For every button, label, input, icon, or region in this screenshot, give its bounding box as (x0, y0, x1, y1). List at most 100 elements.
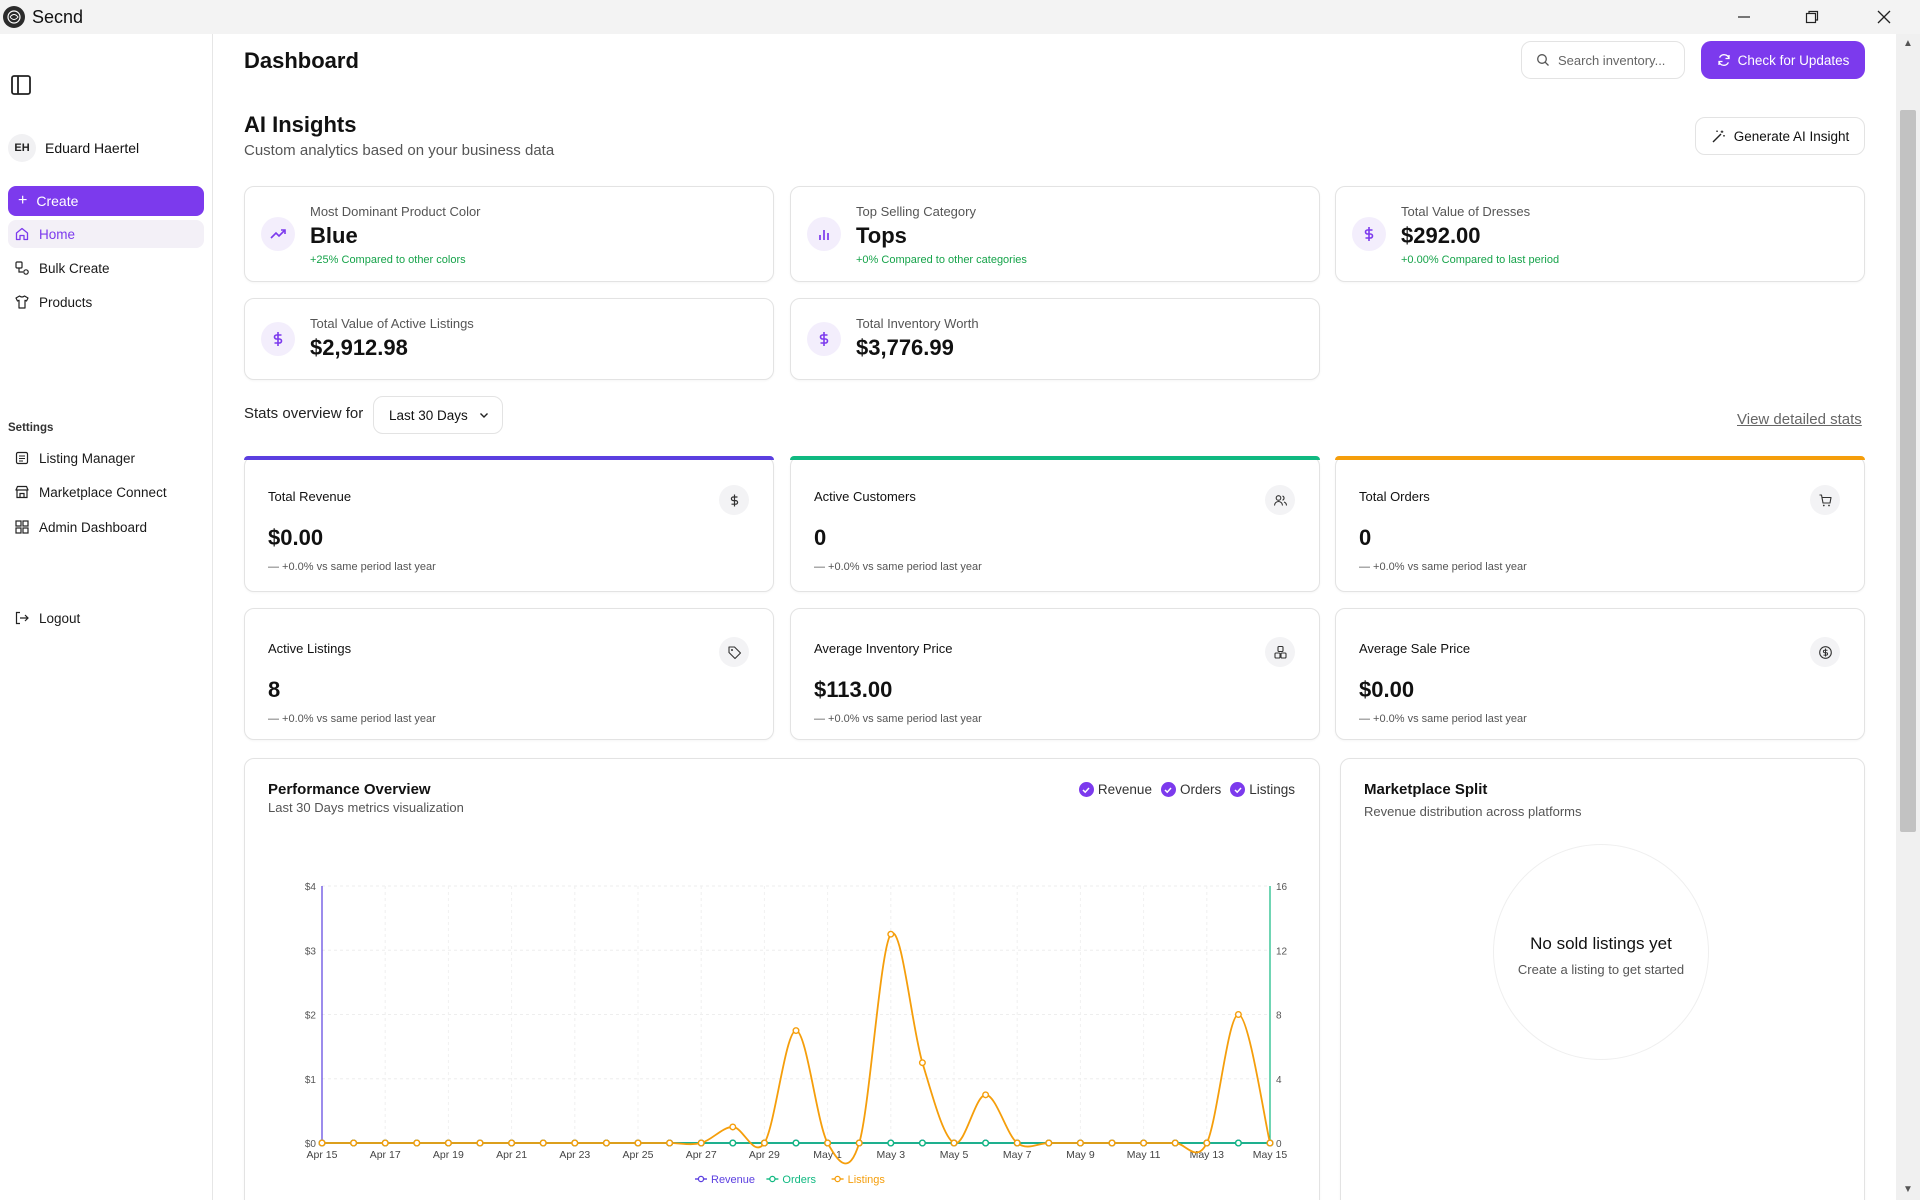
accent-bar (244, 456, 774, 460)
data-point-listings (918, 1059, 926, 1067)
data-point-listings (824, 1139, 832, 1147)
insight-card-top-category: Top Selling Category Tops +0% Compared t… (790, 186, 1320, 282)
x-tick-label: Apr 17 (370, 1149, 401, 1161)
sidebar: EH Eduard Haertel + Create Home Bulk Cre… (0, 34, 213, 1200)
insight-card-dresses-value: Total Value of Dresses $292.00 +0.00% Co… (1335, 186, 1865, 282)
insight-change: +0.00% Compared to last period (1401, 254, 1560, 266)
sidebar-item-bulk-create[interactable]: Bulk Create (8, 254, 204, 282)
restore-button[interactable] (1784, 0, 1840, 34)
stats-overview-label: Stats overview for (244, 405, 364, 422)
insight-label: Total Inventory Worth (856, 316, 979, 331)
x-tick-label: Apr 27 (686, 1149, 717, 1161)
x-tick-label: Apr 21 (496, 1149, 527, 1161)
scrollbar-thumb[interactable] (1900, 110, 1916, 832)
legend-marker (769, 1175, 776, 1183)
insight-value: Tops (856, 223, 907, 248)
data-point-listings (1234, 1010, 1242, 1018)
toggle-label: Revenue (1097, 782, 1152, 797)
data-point-orders (982, 1139, 990, 1147)
magic-wand-icon (1712, 130, 1725, 142)
x-tick-label: May 5 (940, 1149, 969, 1161)
toggle-orders[interactable]: Orders (1160, 782, 1221, 797)
check-icon (1078, 782, 1094, 797)
bar-chart-icon (807, 217, 841, 251)
data-point-listings (381, 1139, 389, 1147)
insight-card-product-color: Most Dominant Product Color Blue +25% Co… (244, 186, 774, 282)
tag-icon (719, 637, 749, 667)
data-point-orders (887, 1139, 895, 1147)
empty-pie-placeholder (1493, 844, 1709, 1060)
users-icon (1265, 485, 1295, 515)
grid-icon (15, 520, 29, 534)
close-window-button[interactable] (1856, 0, 1912, 34)
series-line-listings (321, 932, 1271, 1165)
data-point-listings (539, 1139, 547, 1147)
series-toggles: Revenue Orders Listings (1070, 782, 1295, 797)
data-point-listings (508, 1139, 516, 1147)
sidebar-item-products[interactable]: Products (8, 288, 204, 316)
insight-change: +25% Compared to other colors (310, 254, 466, 266)
stat-value: 0 (814, 525, 827, 550)
data-point-listings (1266, 1139, 1274, 1147)
close-icon (1877, 10, 1891, 24)
data-point-listings (887, 930, 895, 938)
create-label: Create (36, 193, 79, 209)
sidebar-item-label: Bulk Create (39, 260, 110, 276)
data-point-listings (1076, 1139, 1084, 1147)
search-placeholder: Search inventory... (1558, 52, 1666, 68)
stat-card-active-listings: Active Listings 8 — +0.0% vs same period… (244, 608, 774, 740)
legend-entry: Listings (848, 1174, 886, 1186)
performance-subtitle: Last 30 Days metrics visualization (268, 800, 464, 815)
generate-ai-insight-label: Generate AI Insight (1733, 128, 1850, 144)
scrollbar[interactable]: ▲ ▼ (1896, 34, 1920, 1200)
home-icon (15, 227, 29, 241)
scroll-up-icon[interactable]: ▲ (1903, 38, 1913, 49)
user-profile[interactable]: EH Eduard Haertel (8, 134, 139, 162)
search-input[interactable]: Search inventory... (1521, 41, 1685, 79)
sidebar-item-admin-dashboard[interactable]: Admin Dashboard (8, 513, 204, 541)
insight-card-inventory-worth: Total Inventory Worth $3,776.99 (790, 298, 1320, 380)
sidebar-item-listing-manager[interactable]: Listing Manager (8, 444, 204, 472)
view-detailed-stats-link[interactable]: View detailed stats (1737, 411, 1862, 428)
sidebar-item-home[interactable]: Home (8, 220, 204, 248)
sidebar-item-label: Listing Manager (39, 450, 136, 466)
accent-bar (790, 456, 1320, 460)
generate-ai-insight-button[interactable]: Generate AI Insight (1695, 117, 1865, 155)
x-tick-label: May 1 (813, 1149, 842, 1161)
sidebar-item-label: Home (39, 226, 76, 242)
date-range-select[interactable]: Last 30 Days (373, 396, 503, 434)
check-updates-button[interactable]: Check for Updates (1701, 41, 1865, 79)
toggle-revenue[interactable]: Revenue (1078, 782, 1152, 797)
insight-value: $2,912.98 (310, 335, 408, 360)
stat-compare: — +0.0% vs same period last year (814, 713, 982, 725)
minimize-button[interactable] (1716, 0, 1772, 34)
stat-card-total-revenue: Total Revenue $0.00 — +0.0% vs same peri… (244, 456, 774, 592)
data-point-listings (1140, 1139, 1148, 1147)
ai-insights-subtitle: Custom analytics based on your business … (244, 142, 555, 159)
insight-value: Blue (310, 223, 358, 248)
logout-button[interactable]: Logout (8, 604, 204, 632)
sidebar-item-marketplace-connect[interactable]: Marketplace Connect (8, 478, 204, 506)
toggle-label: Listings (1249, 782, 1295, 797)
stat-label: Active Customers (814, 489, 916, 504)
stat-card-average-sale-price: Average Sale Price $0.00 — +0.0% vs same… (1335, 608, 1865, 740)
dollar-icon (1352, 217, 1386, 251)
dollar-icon (719, 485, 749, 515)
sidebar-toggle-icon[interactable] (10, 74, 32, 96)
legend-marker (697, 1175, 705, 1183)
stat-label: Average Inventory Price (814, 641, 953, 656)
scroll-down-icon[interactable]: ▼ (1903, 1184, 1913, 1195)
stat-value: $113.00 (814, 677, 893, 702)
data-point-listings (1045, 1139, 1053, 1147)
toggle-listings[interactable]: Listings (1230, 782, 1295, 797)
data-point-listings (350, 1139, 358, 1147)
insight-label: Total Value of Dresses (1401, 204, 1531, 219)
data-point-listings (666, 1139, 674, 1147)
create-button[interactable]: + Create (8, 186, 204, 216)
stat-compare: — +0.0% vs same period last year (1359, 561, 1527, 573)
data-point-listings (760, 1139, 768, 1147)
logout-icon (15, 611, 29, 625)
check-updates-label: Check for Updates (1737, 52, 1850, 68)
insight-change: +0% Compared to other categories (856, 254, 1027, 266)
stat-compare: — +0.0% vs same period last year (1359, 713, 1527, 725)
